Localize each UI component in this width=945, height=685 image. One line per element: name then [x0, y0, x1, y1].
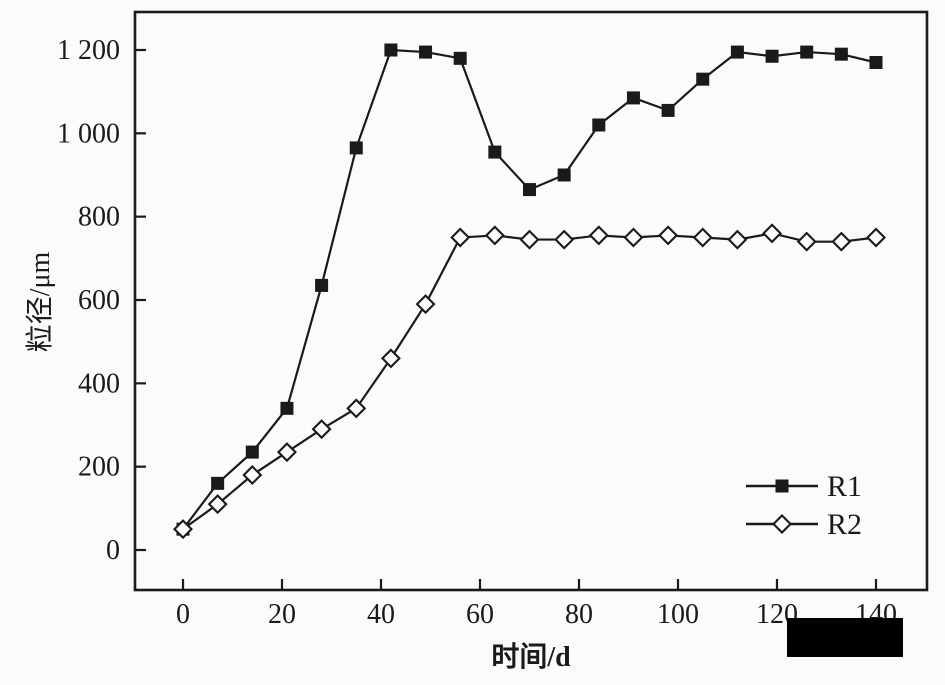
series-r2-marker: [796, 231, 817, 252]
x-tick-label: 100: [657, 599, 699, 630]
series-r1-marker: [453, 51, 467, 65]
series-r1-marker: [661, 103, 675, 117]
x-tick-label: 80: [565, 599, 593, 630]
series-r1-marker: [696, 72, 710, 86]
series-r1-marker: [349, 141, 363, 155]
series-r2-marker: [380, 348, 401, 369]
series-r2-marker: [588, 225, 609, 246]
legend-label-r2: R2: [827, 508, 862, 541]
series-r2-marker: [658, 225, 679, 246]
series-r1-marker: [557, 168, 571, 182]
y-axis-title: 粒径/μm: [25, 251, 56, 353]
series-r2-marker: [311, 419, 332, 440]
series-r1-marker: [523, 183, 536, 197]
series-r1-marker: [488, 145, 502, 159]
x-axis-title: 时间/d: [491, 642, 571, 673]
series-r2-marker: [623, 227, 644, 248]
series-r2-marker: [173, 519, 193, 540]
series-r2-marker: [242, 465, 263, 485]
y-tick-label: 1 200: [57, 35, 120, 66]
series-r1-marker: [730, 45, 744, 59]
y-tick-label: 1 000: [57, 118, 120, 149]
series-r1-marker: [834, 47, 848, 61]
y-tick-label: 0: [106, 535, 120, 566]
y-tick-label: 600: [78, 285, 120, 316]
series-r1-marker: [384, 43, 398, 57]
series-r2-marker: [727, 229, 748, 250]
series-r1-marker: [315, 278, 329, 292]
legend-label-r1: R1: [827, 470, 862, 503]
series-r1-marker: [245, 445, 259, 459]
series-r1-marker: [592, 118, 606, 132]
series-r2-marker: [762, 223, 783, 244]
series-r1-marker: [869, 56, 883, 69]
plot-frame: [133, 10, 929, 592]
series-r2-marker: [276, 442, 297, 463]
series-r2-marker: [484, 225, 505, 246]
x-tick-label: 0: [176, 599, 190, 630]
series-r1-marker: [419, 45, 433, 59]
series-r2-marker: [346, 398, 367, 419]
series-r2-marker: [692, 227, 713, 248]
series-r1-marker: [280, 401, 294, 415]
legend-r2-marker: [772, 514, 792, 534]
y-tick-label: 200: [78, 452, 120, 483]
redaction-box: [787, 618, 903, 657]
series-r2-marker: [554, 229, 575, 250]
x-tick-label: 60: [466, 599, 494, 630]
series-r1-marker: [211, 476, 225, 490]
series-r2-marker: [866, 227, 886, 248]
y-tick-label: 400: [78, 368, 120, 399]
series-r2-marker: [207, 494, 228, 515]
series-r2-marker: [450, 227, 471, 248]
series-r2-marker: [519, 229, 540, 250]
series-r2-line: [182, 232, 877, 531]
x-tick-label: 20: [268, 599, 296, 630]
legend-r1-marker: [775, 479, 789, 493]
series-r1-marker: [626, 91, 640, 105]
y-tick-label: 800: [78, 202, 120, 233]
x-tick-label: 40: [367, 599, 395, 630]
series-r2-marker: [415, 294, 436, 315]
series-r1-marker: [800, 45, 814, 59]
series-r2-marker: [831, 231, 852, 252]
series-r1-marker: [765, 49, 779, 63]
